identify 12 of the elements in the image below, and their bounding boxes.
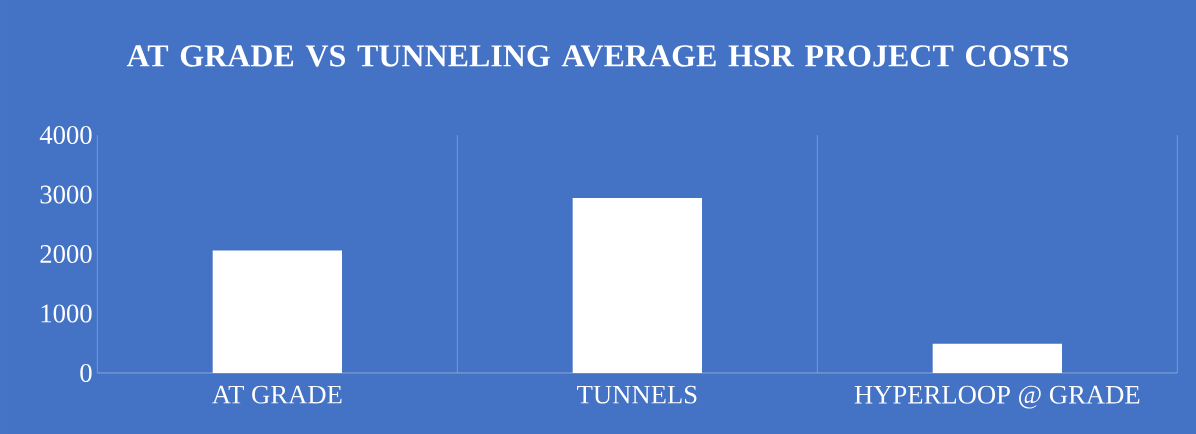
y-tick-label: 2000 bbox=[40, 244, 92, 263]
y-tick-label: 4000 bbox=[39, 126, 92, 144]
bar bbox=[572, 198, 702, 373]
x-tick-label: HYPERLOOP @ GRADE bbox=[854, 385, 1140, 409]
y-tick-label: 1000 bbox=[41, 304, 92, 323]
x-tick-label: TUNNELS bbox=[577, 385, 697, 404]
y-tick-label: 3000 bbox=[40, 185, 92, 204]
chart-title: AT GRADE VS TUNNELING AVERAGE HSR PROJECT COSTS bbox=[126, 45, 1069, 67]
bar bbox=[212, 250, 343, 373]
x-tick-label: AT GRADE bbox=[212, 385, 342, 404]
bar bbox=[932, 343, 1062, 373]
y-tick-label: 0 bbox=[80, 363, 92, 382]
